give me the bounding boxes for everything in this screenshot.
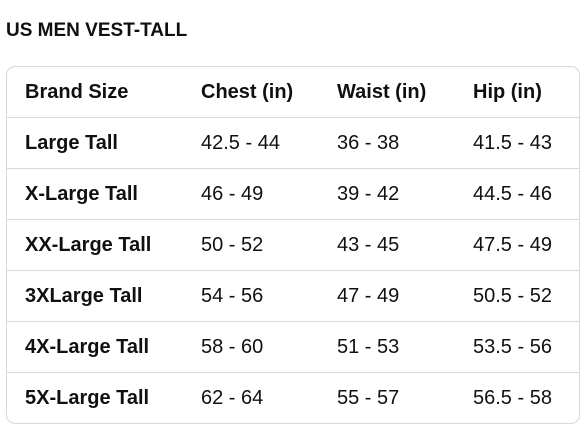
hip-cell: 53.5 - 56 [473, 335, 552, 358]
hip-cell: 47.5 - 49 [473, 233, 552, 256]
brand-size-cell: 4X-Large Tall [25, 335, 150, 358]
size-chart-table: Brand Size Chest (in) Waist (in) Hip (in… [6, 66, 580, 424]
waist-cell: 47 - 49 [337, 284, 400, 307]
header-waist: Waist (in) [337, 80, 427, 103]
waist-cell: 51 - 53 [337, 335, 400, 358]
table-row: X-Large Tall 46 - 49 39 - 42 44.5 - 46 [7, 169, 579, 220]
page-title: US MEN VEST-TALL [6, 20, 188, 41]
waist-cell: 36 - 38 [337, 131, 400, 154]
table-row: 5X-Large Tall 62 - 64 55 - 57 56.5 - 58 [7, 373, 579, 423]
chest-cell: 58 - 60 [201, 335, 264, 358]
header-chest: Chest (in) [201, 80, 294, 103]
brand-size-cell: X-Large Tall [25, 182, 138, 205]
header-brand-size: Brand Size [25, 80, 129, 103]
hip-cell: 50.5 - 52 [473, 284, 552, 307]
table-row: Large Tall 42.5 - 44 36 - 38 41.5 - 43 [7, 118, 579, 169]
hip-cell: 41.5 - 43 [473, 131, 552, 154]
waist-cell: 39 - 42 [337, 182, 400, 205]
table-header-row: Brand Size Chest (in) Waist (in) Hip (in… [7, 67, 579, 118]
table-row: 4X-Large Tall 58 - 60 51 - 53 53.5 - 56 [7, 322, 579, 373]
waist-cell: 43 - 45 [337, 233, 400, 256]
chest-cell: 54 - 56 [201, 284, 264, 307]
brand-size-cell: Large Tall [25, 131, 118, 154]
hip-cell: 44.5 - 46 [473, 182, 552, 205]
chest-cell: 62 - 64 [201, 387, 264, 409]
brand-size-cell: 3XLarge Tall [25, 284, 143, 307]
brand-size-cell: XX-Large Tall [25, 233, 152, 256]
table-row: XX-Large Tall 50 - 52 43 - 45 47.5 - 49 [7, 220, 579, 271]
hip-cell: 56.5 - 58 [473, 387, 552, 409]
chest-cell: 46 - 49 [201, 182, 264, 205]
table-row: 3XLarge Tall 54 - 56 47 - 49 50.5 - 52 [7, 271, 579, 322]
chest-cell: 50 - 52 [201, 233, 264, 256]
waist-cell: 55 - 57 [337, 387, 400, 409]
chest-cell: 42.5 - 44 [201, 131, 280, 154]
header-hip: Hip (in) [473, 80, 542, 103]
brand-size-cell: 5X-Large Tall [25, 387, 150, 409]
